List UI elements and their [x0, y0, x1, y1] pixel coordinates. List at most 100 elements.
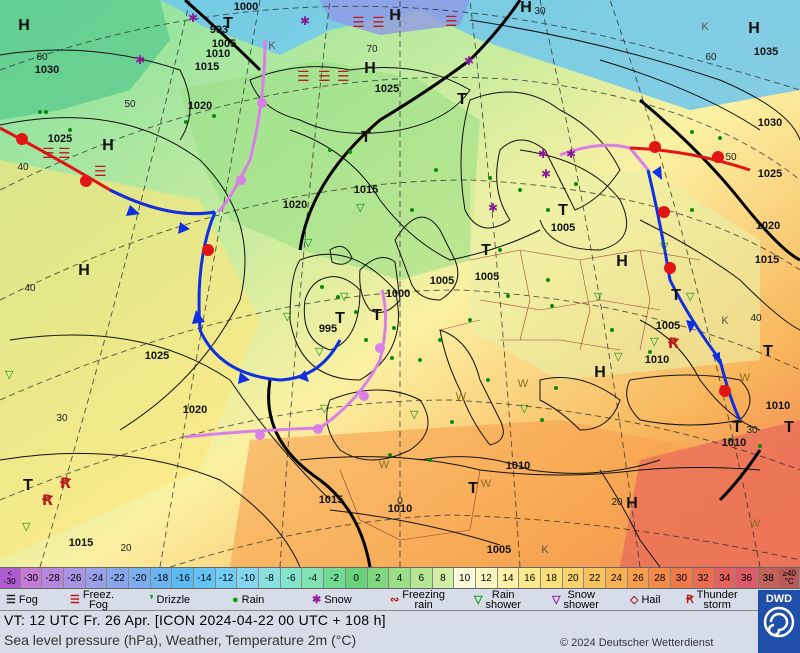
svg-text:▽: ▽: [5, 368, 14, 381]
pressure-low-label: T: [763, 343, 773, 360]
isobar-value-label: 1005: [475, 271, 499, 283]
west-yellow-region: [0, 160, 260, 560]
copyright-text: © 2024 Deutscher Wetterdienst: [560, 637, 714, 649]
freezing-fog-symbols: ☰ ☰ ☰ ☰ ☰ ☰ ☰ ☰☰: [42, 14, 458, 180]
isobar-value-label: 995: [319, 323, 337, 335]
svg-text:▽: ▽: [356, 201, 365, 214]
colorbar-high-edge-label: ≥40 °C: [782, 569, 796, 586]
colorbar-cell: -30: [20, 568, 43, 588]
colorbar-cell: -12: [215, 568, 238, 588]
colorbar-cell: -6: [280, 568, 303, 588]
colorbar-low-edge: < -30: [0, 568, 21, 588]
snow-symbols: ✱ ✱ ✱ ✱ ✱ ✱ ✱ ✱: [135, 11, 576, 215]
dwd-logo-text: DWD: [765, 593, 793, 605]
cold-front-biscay: [197, 211, 342, 382]
freezing-rain-icon: ∾: [390, 594, 400, 606]
svg-text:▽: ▽: [315, 345, 324, 358]
colorbar-cell: -18: [150, 568, 173, 588]
legend-label: Snow shower: [563, 589, 599, 611]
isobar-value-label: 1005: [551, 222, 575, 234]
svg-text:▽: ▽: [304, 236, 313, 249]
isobar-value-label: 1010: [206, 48, 230, 60]
country-borders: [339, 249, 701, 541]
isobar-value-label: 1020: [188, 100, 212, 112]
colorbar-cell: 22: [584, 568, 607, 588]
colorbar-cell: 2: [367, 568, 390, 588]
svg-text:▽: ▽: [660, 240, 669, 253]
graticule-label: 70: [366, 44, 378, 55]
isobar-value-label: 1020: [756, 220, 780, 232]
isobar-value-label: 1000: [386, 288, 410, 300]
svg-text:☰: ☰: [337, 69, 350, 85]
graticule-label: 0: [397, 496, 403, 507]
svg-text:✱: ✱: [538, 147, 548, 161]
front-pips: [16, 98, 731, 440]
graticule-label: 30: [534, 6, 546, 17]
pressure-low-label: T: [335, 310, 345, 327]
colorbar-cell: 26: [627, 568, 650, 588]
graticule: [0, 0, 800, 567]
occluded-front-north: [216, 39, 267, 214]
pressure-high-label: H: [78, 262, 90, 279]
fog-icon: ☰: [6, 594, 16, 606]
legend-item: ❜ Drizzle: [150, 589, 190, 611]
pressure-low-label: T: [223, 15, 233, 32]
pressure-high-label: H: [520, 0, 532, 16]
valid-time-text: VT: 12 UTC Fr. 26 Apr. [ICON 2024-04-22 …: [4, 612, 386, 628]
svg-text:☰: ☰: [94, 164, 107, 180]
coastlines: [249, 66, 761, 567]
pressure-low-label: T: [784, 419, 794, 436]
drizzle-icon: ❜: [150, 594, 154, 606]
svg-text:▽: ▽: [686, 290, 695, 303]
snow-icon: ✱: [312, 594, 322, 606]
svg-text:Ꞧ: Ꞧ: [41, 493, 53, 509]
isobar-value-label: 1015: [319, 494, 343, 506]
thick-isobars: [184, 0, 800, 567]
colorbar-cell: 16: [519, 568, 542, 588]
svg-text:✱: ✱: [541, 167, 551, 181]
colorbar-cell: -16: [172, 568, 195, 588]
isobar-value-label: 1005: [212, 38, 236, 50]
svg-text:☰: ☰: [42, 146, 55, 162]
east-europe-yellow: [470, 170, 760, 380]
colorbar-cell: 38: [757, 568, 780, 588]
freezing-fog-icon: ☰: [70, 594, 80, 606]
colorbar-cell: -14: [194, 568, 216, 588]
colorbar-cell: 18: [541, 568, 563, 588]
colorbar-cell: -10: [237, 568, 260, 588]
isobar-value-label: 1000: [234, 1, 258, 13]
svg-text:▽: ▽: [614, 350, 623, 363]
isobar-value-label: 1025: [758, 168, 782, 180]
colorbar-cell: 8: [432, 568, 455, 588]
legend-item: ☰ Freez. Fog: [70, 589, 114, 611]
svg-text:☰: ☰: [58, 146, 71, 162]
weather-legend: ☰ Fog ☰ Freez. Fog ❜ Drizzle ● Rain ✱ Snow ∾ Freezi…: [0, 589, 800, 611]
isobar-value-label: 1005: [656, 320, 680, 332]
graticule-label: 50: [124, 99, 136, 110]
colorbar-cell: 20: [562, 568, 585, 588]
hail-icon: ◇: [630, 594, 639, 606]
warm-air-w-label: W: [379, 459, 390, 471]
isobar-value-label: 1010: [766, 400, 790, 412]
legend-label: Thunder storm: [696, 589, 738, 611]
svg-text:☰: ☰: [318, 69, 331, 85]
thunderstorm-symbols: ꞦꞦꞦ: [41, 336, 679, 509]
svg-text:▽: ▽: [320, 402, 329, 415]
isobar-value-label: 993: [210, 24, 228, 36]
pressure-high-label: H: [18, 17, 30, 34]
graticule-label: 20: [120, 543, 132, 554]
isobar-value-label: 1025: [145, 350, 169, 362]
graticule-label: 30: [56, 413, 68, 424]
pressure-low-label: T: [23, 477, 33, 494]
legend-item: ✱ Snow: [312, 589, 352, 611]
colorbar-cell: 28: [649, 568, 672, 588]
isobar-value-label: 1015: [755, 254, 779, 266]
pressure-high-label: H: [389, 7, 401, 24]
legend-item: ▽ Rain shower: [474, 589, 521, 611]
pressure-high-label: H: [626, 495, 638, 512]
north-atlantic-green: [180, 60, 480, 280]
pressure-low-label: T: [372, 307, 382, 324]
cold-air-k-label: K: [721, 315, 729, 327]
legend-label: Snow: [324, 594, 352, 606]
legend-item: ∾ Freezing rain: [390, 589, 445, 611]
